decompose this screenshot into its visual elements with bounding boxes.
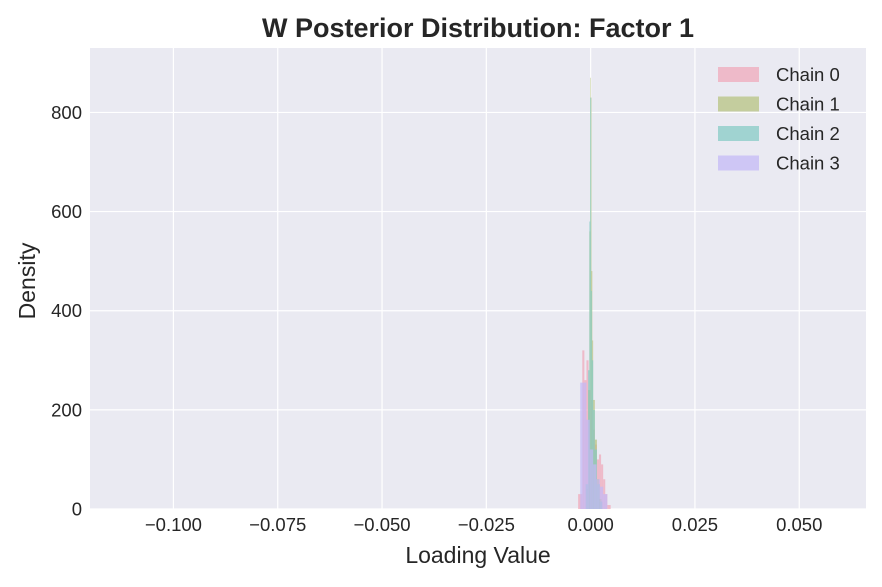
x-tick-label: 0.025 bbox=[672, 514, 718, 535]
legend-swatch bbox=[718, 126, 759, 141]
histogram-bar bbox=[590, 97, 592, 510]
legend-swatch bbox=[718, 67, 759, 82]
histogram-bar bbox=[583, 382, 587, 509]
series-3-bars bbox=[580, 382, 608, 509]
y-tick-label: 200 bbox=[51, 399, 82, 420]
histogram-bar bbox=[580, 382, 584, 509]
histogram-bar bbox=[593, 464, 597, 509]
x-tick-label: −0.100 bbox=[145, 514, 202, 535]
legend-label: Chain 2 bbox=[776, 123, 840, 144]
y-tick-label: 0 bbox=[72, 499, 82, 520]
histogram-bar bbox=[599, 486, 604, 509]
histogram-bar bbox=[603, 494, 608, 509]
histogram-bar bbox=[598, 454, 602, 509]
histogram-bar bbox=[586, 419, 590, 509]
y-tick-label: 600 bbox=[51, 201, 82, 222]
legend-swatch bbox=[718, 155, 759, 171]
legend-label: Chain 3 bbox=[776, 153, 840, 174]
histogram-bar bbox=[591, 290, 592, 509]
bars-layer bbox=[578, 77, 611, 510]
legend-item: Chain 0 bbox=[718, 64, 840, 85]
legend-swatch bbox=[718, 96, 759, 112]
histogram-bar bbox=[589, 449, 594, 509]
legend-item: Chain 1 bbox=[718, 94, 840, 115]
ticks-layer: −0.100 −0.075 −0.050 −0.025 0.000 0.025 0.050 0… bbox=[51, 102, 822, 535]
legend-label: Chain 0 bbox=[776, 64, 840, 85]
x-tick-label: −0.050 bbox=[353, 514, 410, 535]
legend-item: Chain 3 bbox=[718, 153, 840, 174]
histogram-bar bbox=[589, 221, 591, 509]
x-tick-label: −0.075 bbox=[249, 514, 306, 535]
chart-title: W Posterior Distribution: Factor 1 bbox=[262, 13, 694, 43]
legend-label: Chain 1 bbox=[776, 94, 840, 115]
legend-item: Chain 2 bbox=[718, 123, 840, 144]
histogram-bar bbox=[591, 360, 594, 509]
x-tick-label: −0.025 bbox=[458, 514, 515, 535]
y-tick-label: 400 bbox=[51, 300, 82, 321]
y-axis-label: Density bbox=[14, 242, 40, 319]
histogram-bar bbox=[593, 409, 595, 509]
plot-area bbox=[90, 48, 866, 509]
y-tick-label: 800 bbox=[51, 102, 82, 123]
grid-layer bbox=[90, 48, 866, 510]
x-axis-label: Loading Value bbox=[405, 542, 550, 568]
legend: Chain 0 Chain 1 Chain 2 Chain 3 bbox=[718, 64, 840, 174]
histogram-bar bbox=[607, 505, 611, 509]
x-tick-label: 0.050 bbox=[776, 514, 822, 535]
x-tick-label: 0.000 bbox=[567, 514, 613, 535]
histogram-bar bbox=[596, 479, 600, 509]
